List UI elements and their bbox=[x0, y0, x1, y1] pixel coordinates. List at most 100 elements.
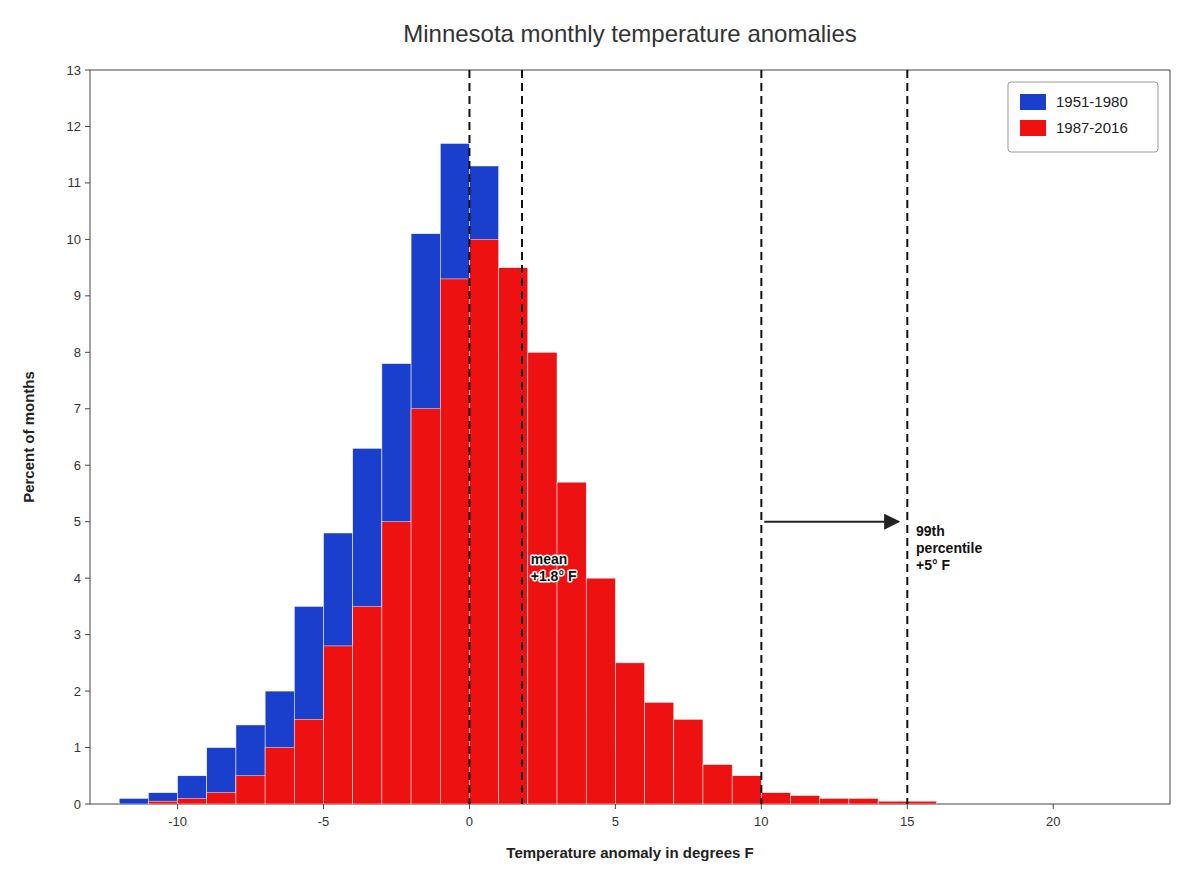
histogram-bar bbox=[615, 663, 644, 804]
histogram-bar bbox=[1082, 804, 1111, 805]
y-tick bbox=[85, 408, 90, 409]
y-tick-label: 2 bbox=[74, 684, 81, 699]
plot-frame bbox=[90, 70, 1170, 804]
x-tick bbox=[1053, 804, 1054, 809]
x-tick-label: 5 bbox=[612, 814, 619, 829]
y-tick bbox=[85, 465, 90, 466]
chart: Minnesota monthly temperature anomalies -… bbox=[0, 0, 1200, 884]
histogram-bar bbox=[791, 796, 820, 804]
histogram-bar bbox=[265, 748, 294, 804]
y-tick-label: 5 bbox=[74, 514, 81, 529]
arrow bbox=[764, 521, 898, 523]
y-tick-label: 7 bbox=[74, 401, 81, 416]
histogram-bar bbox=[382, 522, 411, 804]
histogram-bar bbox=[936, 804, 965, 805]
annotation: mean+1.8° F bbox=[531, 551, 577, 584]
histogram-bar bbox=[907, 801, 936, 804]
y-tick bbox=[85, 578, 90, 579]
x-tick bbox=[761, 804, 762, 809]
y-tick bbox=[85, 747, 90, 748]
histogram-bar bbox=[382, 364, 411, 804]
axes: -10-505101520012345678910111213 bbox=[67, 63, 1170, 830]
x-tick bbox=[177, 804, 178, 809]
legend-label: 1987-2016 bbox=[1056, 119, 1128, 136]
histogram-bar bbox=[469, 239, 498, 804]
histogram-bar bbox=[440, 279, 469, 804]
histogram-bar bbox=[1112, 804, 1141, 805]
y-tick-label: 13 bbox=[67, 63, 81, 78]
histogram-bar bbox=[761, 793, 790, 804]
x-tick bbox=[469, 804, 470, 809]
histogram-bar bbox=[324, 533, 353, 804]
reference-line bbox=[760, 70, 762, 804]
reference-line bbox=[468, 70, 470, 804]
y-tick-label: 8 bbox=[74, 345, 81, 360]
annotation: 99thpercentile+5° F bbox=[916, 523, 982, 573]
legend: 1951-1980 1987-2016 bbox=[1008, 82, 1158, 152]
histogram-bar bbox=[236, 776, 265, 804]
histogram-bar bbox=[207, 748, 236, 804]
y-tick bbox=[85, 352, 90, 353]
histogram-bar bbox=[236, 725, 265, 804]
x-tick-label: 15 bbox=[900, 814, 914, 829]
y-tick bbox=[85, 691, 90, 692]
y-tick-label: 6 bbox=[74, 458, 81, 473]
histogram-bar bbox=[820, 798, 849, 804]
histogram-bar bbox=[353, 448, 382, 804]
histogram-bar bbox=[294, 719, 323, 804]
histogram-bar bbox=[732, 776, 761, 804]
histogram-bar bbox=[119, 798, 148, 804]
y-tick bbox=[85, 182, 90, 183]
histogram-bar bbox=[294, 606, 323, 804]
y-axis-label: Percent of months bbox=[20, 371, 37, 503]
histogram-bar bbox=[878, 801, 907, 804]
histogram-bar bbox=[645, 702, 674, 804]
histogram-bar bbox=[411, 234, 440, 804]
x-tick-label: 10 bbox=[754, 814, 768, 829]
histogram-bar bbox=[469, 166, 498, 804]
legend-box bbox=[1008, 82, 1158, 152]
histogram-bar bbox=[265, 691, 294, 804]
histogram-bar bbox=[966, 804, 995, 805]
y-tick bbox=[85, 70, 90, 71]
histogram-bar bbox=[703, 764, 732, 804]
histogram-bar bbox=[353, 606, 382, 804]
legend-swatch bbox=[1020, 94, 1046, 110]
y-tick-label: 9 bbox=[74, 288, 81, 303]
legend-label: 1951-1980 bbox=[1056, 93, 1128, 110]
histogram-bar bbox=[586, 578, 615, 804]
y-tick-label: 12 bbox=[67, 119, 81, 134]
histogram-bar bbox=[849, 798, 878, 804]
reference-line bbox=[521, 70, 523, 804]
y-tick bbox=[85, 521, 90, 522]
histogram-bar bbox=[440, 143, 469, 804]
histogram-bar bbox=[178, 776, 207, 804]
x-tick-label: 0 bbox=[466, 814, 473, 829]
histogram-bar bbox=[1024, 804, 1053, 805]
y-tick-label: 11 bbox=[68, 175, 82, 190]
histogram-bar bbox=[178, 798, 207, 804]
histogram-bar bbox=[324, 646, 353, 804]
legend-swatch bbox=[1020, 120, 1046, 136]
histogram-bar bbox=[674, 719, 703, 804]
histogram-bar bbox=[207, 793, 236, 804]
y-tick-label: 10 bbox=[67, 232, 81, 247]
histogram-bar bbox=[411, 409, 440, 804]
histogram-series bbox=[119, 143, 732, 804]
x-tick-label: -10 bbox=[168, 814, 187, 829]
x-tick bbox=[615, 804, 616, 809]
histogram-bar bbox=[995, 804, 1024, 805]
y-tick bbox=[85, 804, 90, 805]
x-tick-label: 20 bbox=[1046, 814, 1060, 829]
histogram-bar bbox=[499, 268, 528, 804]
title: Minnesota monthly temperature anomalies bbox=[403, 20, 857, 47]
histogram-bar bbox=[1053, 804, 1082, 805]
histogram-bar bbox=[557, 482, 586, 804]
histogram-series bbox=[148, 239, 936, 804]
x-tick bbox=[907, 804, 908, 809]
y-tick-label: 4 bbox=[74, 571, 81, 586]
x-tick bbox=[323, 804, 324, 809]
x-tick-label: -5 bbox=[318, 814, 330, 829]
histogram-bar bbox=[148, 793, 177, 804]
y-tick bbox=[85, 634, 90, 635]
